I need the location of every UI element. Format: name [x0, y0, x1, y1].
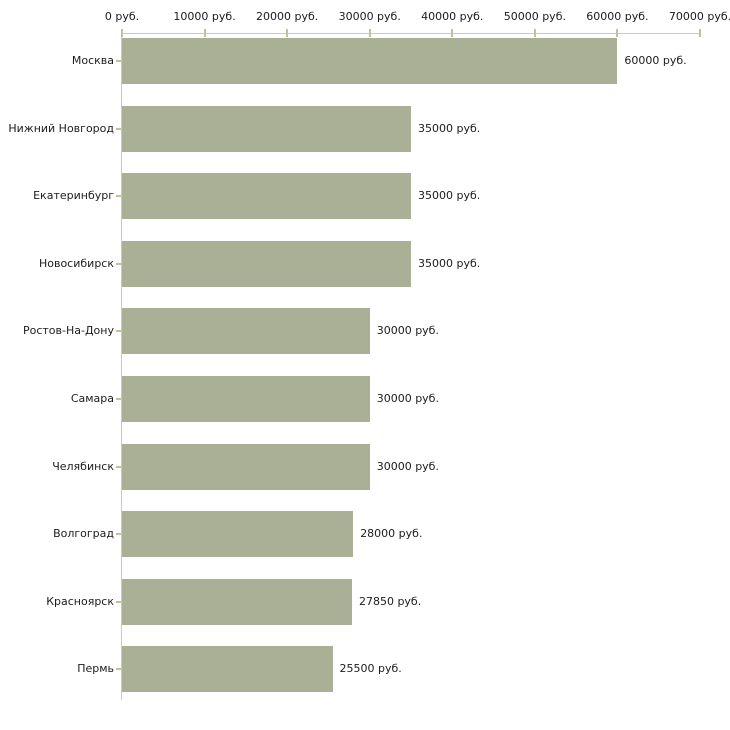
value-label: 35000 руб. [418, 121, 481, 135]
x-axis-tick [286, 29, 289, 37]
y-axis-tick [116, 533, 121, 536]
y-axis-tick [116, 398, 121, 400]
x-axis-tick-label: 70000 руб. [668, 10, 730, 23]
bar [122, 38, 618, 84]
bar [122, 240, 411, 287]
category-label: Челябинск [52, 459, 114, 473]
x-axis-tick [368, 29, 371, 37]
value-label: 30000 руб. [376, 459, 439, 473]
x-axis-tick-label: 0 руб. [104, 10, 140, 23]
category-label: Новосибирск [38, 256, 114, 270]
value-label: 27850 руб. [358, 594, 422, 608]
bar [122, 105, 411, 152]
y-axis-line [121, 33, 122, 700]
value-label: 25500 руб. [339, 662, 402, 676]
category-label: Волгоград [53, 527, 114, 541]
x-axis-tick [203, 29, 206, 37]
value-label: 30000 руб. [376, 392, 439, 405]
category-label: Самара [70, 392, 114, 405]
value-label: 35000 руб. [418, 189, 481, 203]
bar [122, 376, 370, 422]
y-axis-tick [116, 600, 121, 603]
value-label: 35000 руб. [418, 256, 481, 270]
bar [122, 308, 370, 355]
category-label: Красноярск [46, 594, 114, 608]
category-label: Москва [71, 54, 114, 67]
y-axis-tick [116, 330, 121, 333]
x-axis-tick-label: 30000 руб. [338, 10, 401, 23]
y-axis-tick [116, 262, 121, 265]
bar [122, 443, 370, 490]
category-label: Екатеринбург [33, 189, 114, 203]
value-label: 30000 руб. [376, 324, 439, 338]
x-axis-tick-label: 60000 руб. [586, 10, 649, 23]
y-axis-tick [116, 127, 121, 130]
value-label: 28000 руб. [360, 527, 423, 541]
bar [122, 173, 411, 220]
value-label: 60000 руб. [624, 54, 687, 67]
x-axis-tick-label: 10000 руб. [173, 10, 236, 23]
y-axis-tick [116, 465, 121, 468]
y-axis-tick [116, 195, 121, 198]
x-axis-tick [616, 29, 619, 37]
x-axis-tick [451, 29, 454, 37]
x-axis-tick [121, 29, 123, 37]
x-axis-tick-label: 20000 руб. [256, 10, 319, 23]
x-axis-tick-label: 40000 руб. [421, 10, 484, 23]
bar [122, 511, 354, 558]
x-axis-line [121, 33, 701, 34]
x-axis-tick [533, 29, 536, 37]
x-axis-tick [699, 29, 701, 37]
category-label: Нижний Новгород [8, 121, 114, 135]
bar [122, 646, 333, 693]
y-axis-tick [116, 668, 121, 671]
bar [122, 578, 352, 625]
x-axis-tick-label: 50000 руб. [503, 10, 566, 23]
category-label: Пермь [77, 662, 114, 676]
y-axis-tick [116, 60, 121, 62]
category-label: Ростов-На-Дону [22, 324, 114, 338]
